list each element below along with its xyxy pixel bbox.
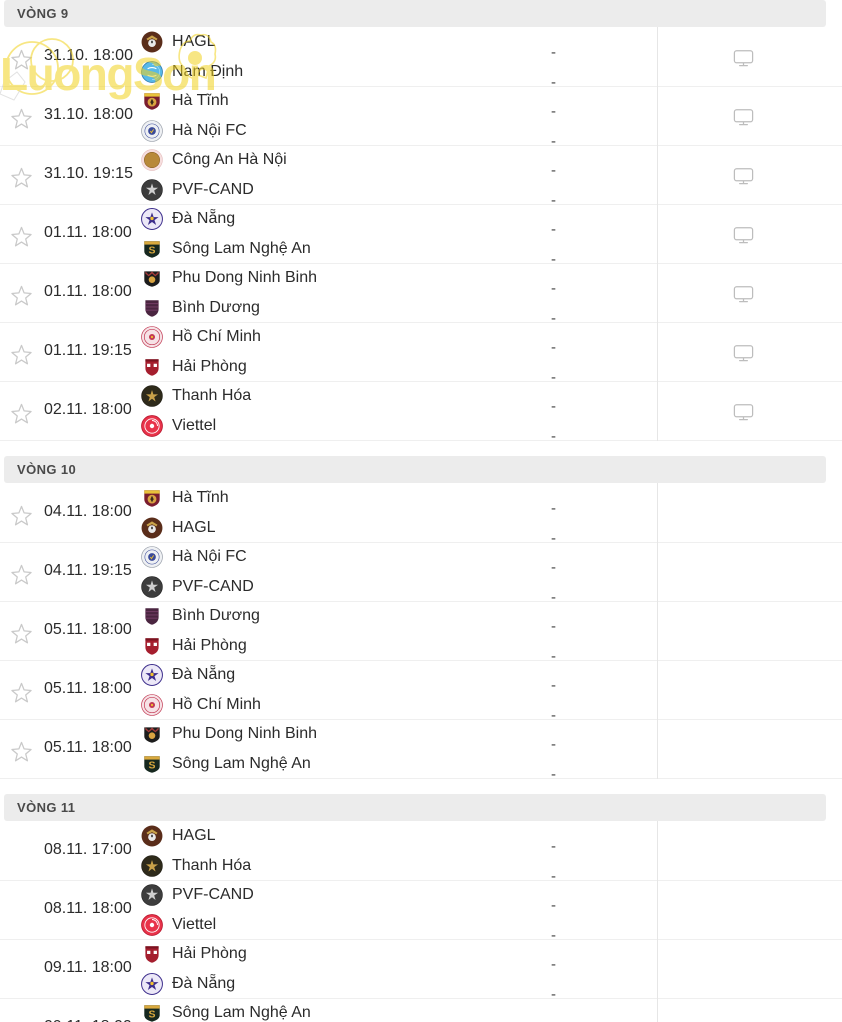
svg-text:S: S	[149, 760, 156, 771]
svg-text:S: S	[149, 245, 156, 256]
svg-text:S: S	[149, 1009, 156, 1020]
